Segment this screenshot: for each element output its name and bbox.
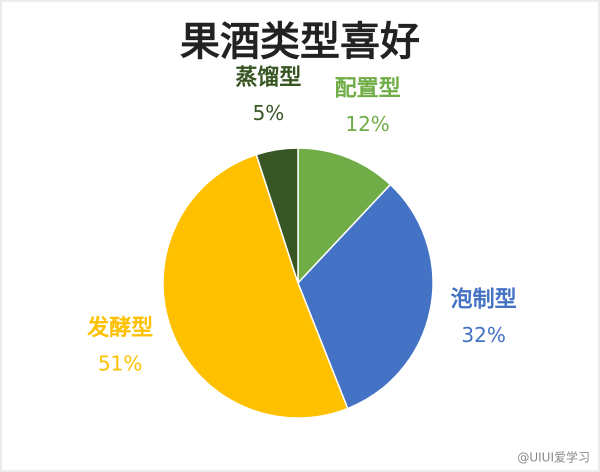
slice-label: 蒸馏型: [235, 65, 301, 90]
pie-slice: [162, 153, 349, 419]
value-label: 32%: [461, 323, 505, 347]
pie-slice: [297, 147, 392, 285]
slice-label: 配置型: [335, 76, 401, 101]
slice-label: 发酵型: [86, 315, 153, 341]
pie-slice: [255, 147, 299, 284]
watermark: @UIUI爱学习: [517, 450, 590, 465]
pie-slice: [297, 183, 434, 410]
value-label: 51%: [98, 352, 142, 376]
value-label: 5%: [253, 101, 285, 125]
slice-label: 泡制型: [451, 286, 517, 312]
value-label: 12%: [345, 112, 389, 136]
chart-title: 果酒类型喜好: [180, 18, 420, 65]
